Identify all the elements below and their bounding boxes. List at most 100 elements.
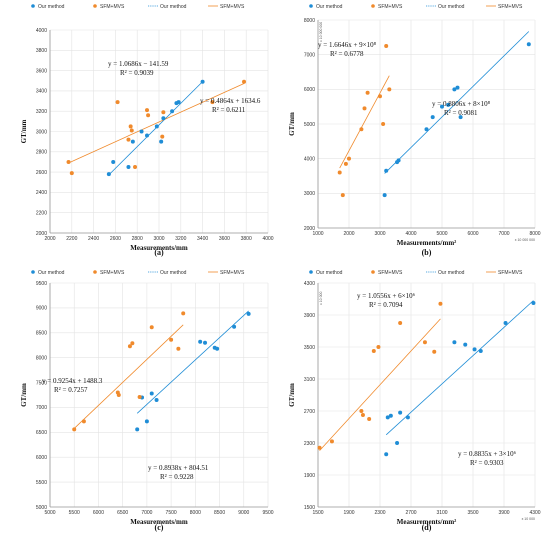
y-axis-multiplier: x 10 000 000 <box>319 22 323 42</box>
trendline-equation: y = 1.6646x + 9×10⁸ <box>318 41 377 49</box>
data-point-sfm-mvs <box>133 165 138 170</box>
x-tick-label: 5000 <box>44 510 55 516</box>
x-tick-label: 3800 <box>241 236 252 242</box>
trendline-equation: y = 0.8835x + 3×10⁶ <box>458 450 517 458</box>
legend-entry: SFM+MVS <box>498 4 523 10</box>
panel-caption: (b) <box>422 248 432 257</box>
legend-entry: Our method <box>160 270 187 276</box>
data-point-sfm-mvs <box>169 337 174 342</box>
chart-panel-b: 1000 2000 3000 4000 5000 6000 7000 800020003000… <box>288 4 541 257</box>
x-tick-label: 8000 <box>190 510 201 516</box>
data-point-our-method <box>126 165 131 170</box>
data-point-sfm-mvs <box>337 170 342 175</box>
data-point-our-method <box>472 347 477 352</box>
y-tick-label: 3600 <box>36 68 47 74</box>
data-point-sfm-mvs <box>360 413 365 417</box>
data-point-sfm-mvs <box>422 340 427 345</box>
data-point-our-method <box>395 441 400 445</box>
data-point-our-method <box>384 168 389 173</box>
y-tick-label: 3100 <box>304 377 315 383</box>
data-point-our-method <box>246 311 251 316</box>
y-tick-label: 1900 <box>304 473 315 479</box>
legend-entry: Our method <box>160 4 187 10</box>
data-point-sfm-mvs <box>176 346 181 351</box>
data-point-our-method <box>463 342 468 347</box>
x-tick-label: 2200 <box>66 236 77 242</box>
data-point-sfm-mvs <box>242 79 247 84</box>
trendline-equation: y = 1.0686x − 141.59 <box>108 60 169 68</box>
x-tick-label: 4000 <box>262 236 273 242</box>
y-tick-label: 5500 <box>36 480 47 486</box>
data-point-sfm-mvs <box>145 108 150 113</box>
data-point-sfm-mvs <box>317 445 322 450</box>
x-tick-label: 2300 <box>374 510 385 516</box>
data-point-our-method <box>455 85 460 90</box>
r-squared-label: R² = 0.6778 <box>330 50 364 58</box>
y-tick-label: 3000 <box>304 191 315 197</box>
y-tick-label: 9000 <box>36 306 47 312</box>
x-tick-label: 8500 <box>214 510 225 516</box>
y-tick-label: 7000 <box>36 405 47 411</box>
legend-entry: SFM+MVS <box>220 270 245 276</box>
data-point-our-method <box>154 124 159 129</box>
data-point-sfm-mvs <box>362 106 367 111</box>
y-tick-label: 5000 <box>304 122 315 128</box>
data-point-our-method <box>384 452 389 457</box>
legend-marker <box>371 270 375 274</box>
data-point-sfm-mvs <box>343 161 348 166</box>
y-tick-label: 5000 <box>36 505 47 511</box>
data-point-our-method <box>396 158 401 163</box>
data-point-our-method <box>149 391 154 396</box>
data-point-sfm-mvs <box>160 134 165 139</box>
data-point-our-method <box>130 139 135 144</box>
x-axis-multiplier: x 10 000 000 <box>515 238 535 242</box>
x-tick-label: 3600 <box>219 236 230 242</box>
data-point-sfm-mvs <box>137 394 142 399</box>
y-tick-label: 7000 <box>304 52 315 58</box>
data-point-our-method <box>405 415 410 420</box>
legend-entry: Our method <box>438 270 465 276</box>
trendline-equation: y = 0.8806x + 8×10⁸ <box>432 100 491 108</box>
panel-caption: (c) <box>155 523 164 532</box>
x-tick-label: 3500 <box>467 510 478 516</box>
y-tick-label: 4000 <box>304 156 315 162</box>
y-tick-label: 2700 <box>304 409 315 415</box>
data-point-sfm-mvs <box>329 439 334 444</box>
data-point-our-method <box>111 159 116 164</box>
legend-entry: SFM+MVS <box>498 270 523 276</box>
y-tick-label: 8000 <box>304 18 315 24</box>
legend-entry: SFM+MVS <box>220 4 245 10</box>
r-squared-label: R² = 0.7257 <box>54 386 88 394</box>
data-point-sfm-mvs <box>161 110 166 115</box>
data-point-our-method <box>144 419 149 424</box>
x-axis-label: Measurements/mm <box>130 244 188 252</box>
data-point-our-method <box>503 321 508 325</box>
x-axis-label: Measurements/mm <box>130 518 188 526</box>
r-squared-label: R² = 0.9039 <box>120 69 154 77</box>
y-tick-label: 6000 <box>36 455 47 461</box>
y-tick-label: 9500 <box>36 281 47 287</box>
data-point-our-method <box>388 413 393 418</box>
chart-panel-d: 1500 1900 2300 2700 3100 3500 3900 4300 1500 1900… <box>288 270 541 532</box>
data-point-our-method <box>154 397 159 402</box>
y-axis-label: GT/mm <box>288 112 296 136</box>
y-axis-multiplier: x 10 000 <box>319 292 323 305</box>
data-point-sfm-mvs <box>130 341 135 346</box>
trendline-equation: y = 0.4864x + 1634.6 <box>200 97 261 105</box>
x-tick-label: 8000 <box>529 231 540 237</box>
x-tick-label: 5000 <box>436 231 447 237</box>
data-point-sfm-mvs <box>66 159 71 164</box>
x-tick-label: 1500 <box>312 510 323 516</box>
y-tick-label: 3200 <box>36 109 47 115</box>
x-tick-label: 2800 <box>132 236 143 242</box>
data-point-sfm-mvs <box>126 137 131 142</box>
x-tick-label: 5500 <box>69 510 80 516</box>
x-tick-label: 2000 <box>343 231 354 237</box>
data-point-sfm-mvs <box>81 419 86 424</box>
trendline-sfm-mvs <box>319 318 441 451</box>
data-point-sfm-mvs <box>146 113 151 118</box>
r-squared-label: R² = 0.9303 <box>470 459 504 467</box>
legend-entry: Our method <box>438 4 465 10</box>
y-tick-label: 8000 <box>36 355 47 361</box>
